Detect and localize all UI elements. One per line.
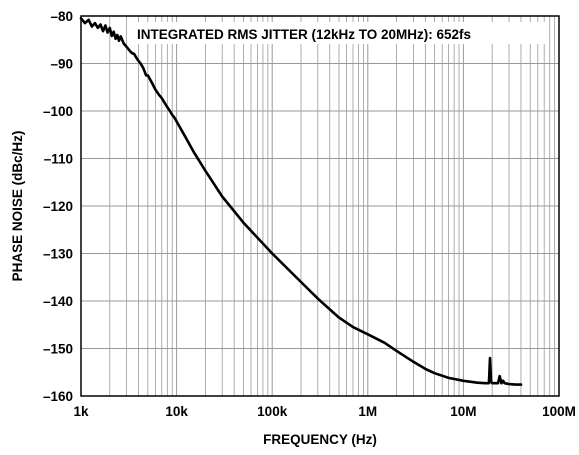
y-axis-label: PHASE NOISE (dBc/Hz) [10, 131, 25, 282]
x-tick-label: 1k [73, 404, 89, 419]
y-tick-label: –120 [43, 199, 73, 214]
x-axis-label: FREQUENCY (Hz) [263, 432, 377, 447]
phase-noise-trace [79, 17, 523, 386]
x-tick-label: 100M [542, 404, 576, 419]
x-tick-label: 10M [450, 404, 476, 419]
grid-layer [81, 16, 559, 396]
y-tick-label: –160 [43, 389, 73, 404]
x-tick-label: 1M [358, 404, 377, 419]
y-tick-label: –90 [50, 57, 73, 72]
x-tick-label: 100k [257, 404, 288, 419]
y-tick-label: –110 [44, 152, 73, 167]
y-tick-label: –130 [43, 247, 73, 262]
plot-frame [80, 15, 560, 397]
chart-annotation: INTEGRATED RMS JITTER (12kHz TO 20MHz): … [137, 27, 471, 42]
tick-labels: 1k 10k 100k 1M 10M 100M –80 –90 –100 –110 –120 –130… [43, 9, 576, 419]
y-tick-label: –150 [43, 342, 73, 357]
annotation-background [129, 22, 549, 44]
x-tick-label: 10k [165, 404, 188, 419]
y-tick-label: –80 [50, 9, 73, 24]
y-tick-label: –100 [43, 104, 73, 119]
y-tick-label: –140 [43, 294, 73, 309]
